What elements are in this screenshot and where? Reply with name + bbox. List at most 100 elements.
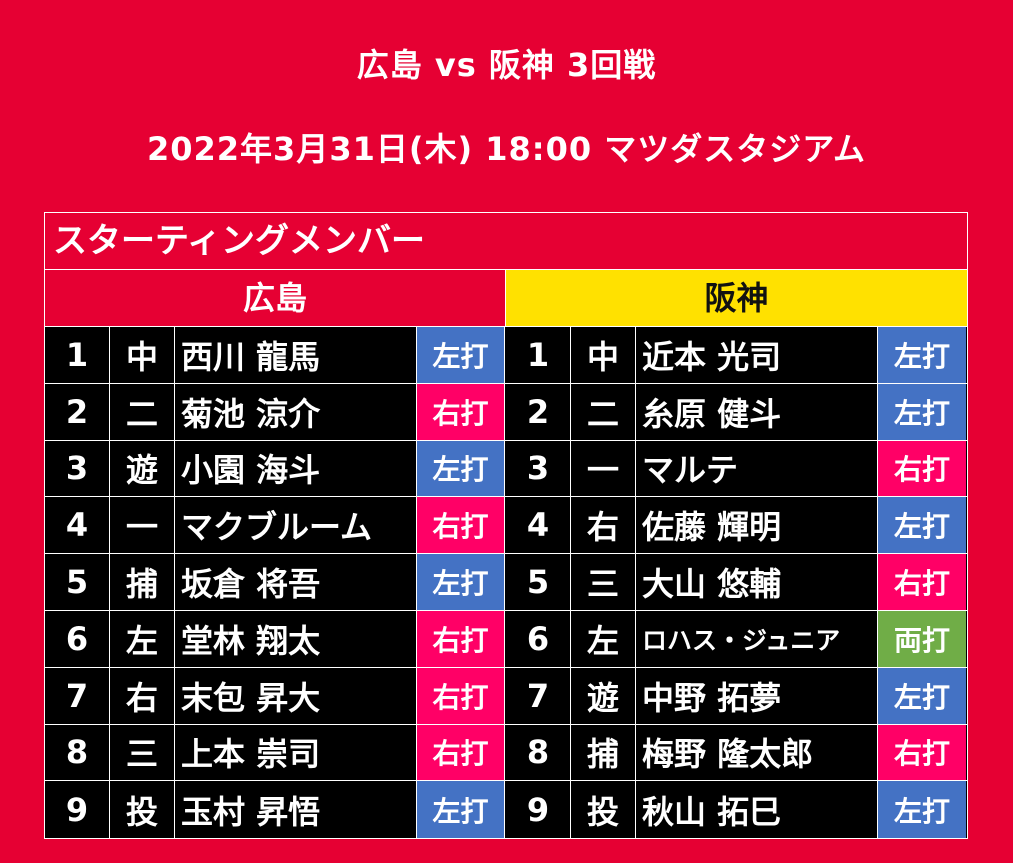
lineup-row: 3 一マルテ 右打 [506, 440, 967, 498]
batting-order: 6 [506, 610, 571, 667]
fielding-position: 遊 [571, 667, 636, 724]
player-name: 小園 海斗 [175, 440, 417, 497]
lineup-row: 1 中近本 光司 左打 [506, 327, 967, 384]
team-away-rows: 1 中近本 光司 左打 2 二糸原 健斗 左打 3 一マルテ 右打 4 右佐藤 輝明 左打 5 三大山 悠… [506, 327, 967, 839]
player-name: 大山 悠輔 [636, 554, 878, 610]
batting-order: 3 [45, 440, 110, 497]
batting-order: 2 [45, 383, 110, 440]
batting-side-badge: 右打 [417, 610, 505, 667]
player-name: 梅野 隆太郎 [636, 724, 878, 781]
batting-side-badge: 左打 [417, 781, 505, 839]
player-name: 菊池 涼介 [175, 383, 417, 440]
player-name: 佐藤 輝明 [636, 497, 878, 554]
batting-order: 1 [506, 327, 571, 383]
lineup-row: 9 投玉村 昇悟 左打 [45, 781, 506, 839]
fielding-position: 左 [571, 610, 636, 667]
teams-container: 広島 1 中西川 龍馬 左打 2 二菊池 涼介 右打 3 遊小園 海斗 左打 4 一マクブルーム 右打… [45, 270, 967, 839]
player-name: ロハス・ジュニア [636, 610, 878, 667]
batting-order: 1 [45, 327, 110, 383]
fielding-position: 三 [110, 724, 175, 781]
lineup-row: 5 捕坂倉 将吾 左打 [45, 554, 506, 611]
fielding-position: 捕 [110, 554, 175, 610]
fielding-position: 中 [110, 327, 175, 383]
player-name: マルテ [636, 440, 878, 497]
fielding-position: 投 [110, 781, 175, 839]
player-name: 末包 昇大 [175, 667, 417, 724]
batting-order: 6 [45, 610, 110, 667]
team-away: 阪神 1 中近本 光司 左打 2 二糸原 健斗 左打 3 一マルテ 右打 4 右佐藤 輝明 左打 5 三大… [506, 270, 967, 839]
player-name: 中野 拓夢 [636, 667, 878, 724]
match-title: 広島 vs 阪神 3回戦 [356, 46, 657, 84]
fielding-position: 一 [110, 497, 175, 554]
fielding-position: 右 [571, 497, 636, 554]
batting-side-badge: 右打 [878, 440, 966, 497]
player-name: 坂倉 将吾 [175, 554, 417, 610]
fielding-position: 左 [110, 610, 175, 667]
batting-side-badge: 左打 [417, 327, 505, 383]
team-home-name: 広島 [45, 270, 506, 327]
lineup-row: 8 三上本 崇司 右打 [45, 724, 506, 782]
player-name: 上本 崇司 [175, 724, 417, 781]
lineup-row: 2 二糸原 健斗 左打 [506, 383, 967, 441]
lineup-row: 4 一マクブルーム 右打 [45, 497, 506, 555]
batting-order: 7 [506, 667, 571, 724]
batting-order: 7 [45, 667, 110, 724]
batting-side-badge: 左打 [417, 440, 505, 497]
player-name: 近本 光司 [636, 327, 878, 383]
batting-side-badge: 右打 [878, 724, 966, 781]
fielding-position: 投 [571, 781, 636, 839]
batting-side-badge: 右打 [417, 383, 505, 440]
batting-side-badge: 右打 [417, 497, 505, 554]
match-info: 2022年3月31日(木) 18:00 マツダスタジアム [146, 130, 866, 168]
batting-side-badge: 右打 [878, 554, 966, 610]
batting-order: 4 [45, 497, 110, 554]
team-home: 広島 1 中西川 龍馬 左打 2 二菊池 涼介 右打 3 遊小園 海斗 左打 4 一マクブルーム 右打… [45, 270, 506, 839]
batting-order: 3 [506, 440, 571, 497]
fielding-position: 中 [571, 327, 636, 383]
batting-side-badge: 両打 [878, 610, 966, 667]
lineup-row: 3 遊小園 海斗 左打 [45, 440, 506, 498]
batting-side-badge: 右打 [417, 667, 505, 724]
batting-order: 8 [45, 724, 110, 781]
batting-side-badge: 右打 [417, 724, 505, 781]
batting-order: 5 [45, 554, 110, 610]
player-name: 糸原 健斗 [636, 383, 878, 440]
batting-side-badge: 左打 [878, 327, 966, 383]
lineup-row: 6 左ロハス・ジュニア 両打 [506, 610, 967, 668]
fielding-position: 右 [110, 667, 175, 724]
lineup-row: 9 投秋山 拓巳 左打 [506, 781, 967, 839]
batting-order: 4 [506, 497, 571, 554]
player-name: 秋山 拓巳 [636, 781, 878, 839]
batting-order: 9 [506, 781, 571, 839]
lineup-row: 6 左堂林 翔太 右打 [45, 610, 506, 668]
batting-side-badge: 左打 [878, 781, 966, 839]
player-name: 西川 龍馬 [175, 327, 417, 383]
fielding-position: 捕 [571, 724, 636, 781]
fielding-position: 二 [571, 383, 636, 440]
player-name: マクブルーム [175, 497, 417, 554]
fielding-position: 二 [110, 383, 175, 440]
team-home-rows: 1 中西川 龍馬 左打 2 二菊池 涼介 右打 3 遊小園 海斗 左打 4 一マクブルーム 右打 5 捕坂… [45, 327, 506, 839]
lineup-row: 7 右末包 昇大 右打 [45, 667, 506, 725]
lineup-row: 7 遊中野 拓夢 左打 [506, 667, 967, 725]
batting-side-badge: 左打 [878, 497, 966, 554]
batting-order: 2 [506, 383, 571, 440]
team-away-name: 阪神 [506, 270, 967, 327]
batting-order: 9 [45, 781, 110, 839]
batting-side-badge: 左打 [878, 383, 966, 440]
fielding-position: 一 [571, 440, 636, 497]
lineup-row: 8 捕梅野 隆太郎 右打 [506, 724, 967, 782]
player-name: 堂林 翔太 [175, 610, 417, 667]
batting-side-badge: 左打 [417, 554, 505, 610]
fielding-position: 遊 [110, 440, 175, 497]
starting-lineup-board: スターティングメンバー 広島 1 中西川 龍馬 左打 2 二菊池 涼介 右打 3 遊小園 海斗… [44, 212, 968, 839]
lineup-row: 4 右佐藤 輝明 左打 [506, 497, 967, 555]
board-title: スターティングメンバー [45, 213, 967, 270]
batting-order: 5 [506, 554, 571, 610]
batting-order: 8 [506, 724, 571, 781]
lineup-row: 5 三大山 悠輔 右打 [506, 554, 967, 611]
batting-side-badge: 左打 [878, 667, 966, 724]
fielding-position: 三 [571, 554, 636, 610]
lineup-row: 1 中西川 龍馬 左打 [45, 327, 506, 384]
player-name: 玉村 昇悟 [175, 781, 417, 839]
